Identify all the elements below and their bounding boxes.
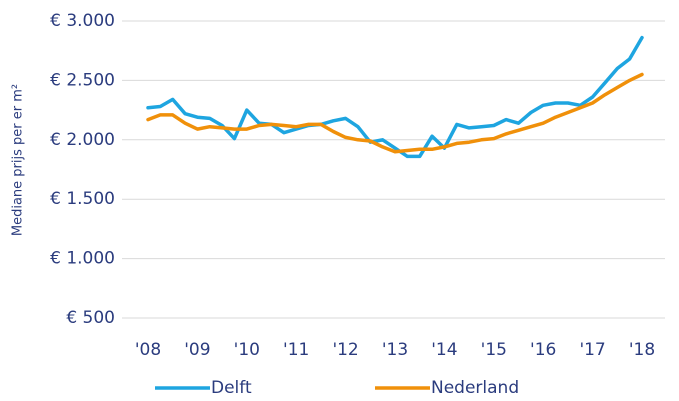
x-tick-label: '12 xyxy=(332,340,358,360)
x-tick-label: '09 xyxy=(184,340,210,360)
y-tick-label: € 500 xyxy=(66,308,115,328)
data-line xyxy=(146,72,644,154)
x-tick-label: '17 xyxy=(579,340,605,360)
y-axis-label: Mediane prijs per er m² xyxy=(11,84,26,236)
x-tick-label: '13 xyxy=(382,340,408,360)
y-tick-label: € 2.500 xyxy=(50,70,115,90)
legend-label: Delft xyxy=(211,378,252,398)
data-line xyxy=(146,35,644,159)
y-tick-label: € 1.500 xyxy=(50,189,115,209)
y-tick-label: € 2.000 xyxy=(50,130,115,150)
x-tick-label: '08 xyxy=(135,340,161,360)
legend-label: Nederland xyxy=(431,378,519,398)
x-tick-label: '16 xyxy=(530,340,556,360)
x-tick-label: '14 xyxy=(431,340,457,360)
x-tick-label: '11 xyxy=(283,340,309,360)
x-tick-label: '10 xyxy=(234,340,260,360)
y-tick-label: € 1.000 xyxy=(50,249,115,269)
x-tick-label: '18 xyxy=(629,340,655,360)
y-tick-label: € 3.000 xyxy=(50,11,115,31)
x-tick-label: '15 xyxy=(481,340,507,360)
